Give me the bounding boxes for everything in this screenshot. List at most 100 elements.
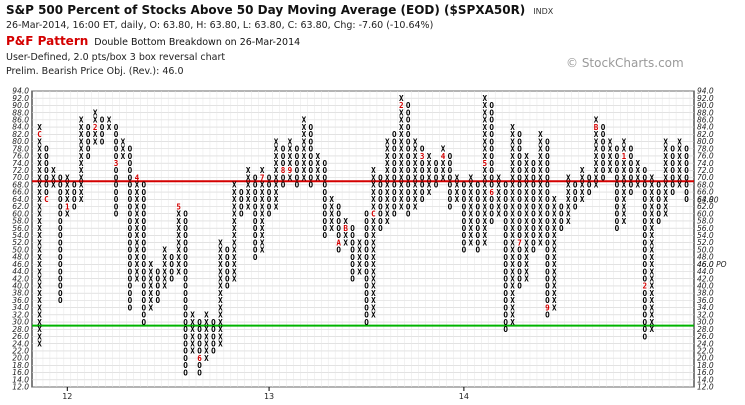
o-mark: O: [44, 152, 49, 161]
x-mark: X: [594, 116, 599, 125]
o-mark: O: [350, 238, 355, 247]
y-tick-label-left: 32.0: [12, 310, 29, 319]
o-mark: O: [211, 339, 216, 348]
x-mark: X: [524, 159, 529, 168]
x-mark: X: [552, 238, 557, 247]
o-mark: O: [336, 246, 341, 255]
x-mark: X: [622, 159, 627, 168]
o-mark: O: [462, 231, 467, 240]
x-mark: X: [677, 173, 682, 182]
x-mark: X: [260, 246, 265, 255]
x-mark: X: [343, 231, 348, 240]
month-marker: B: [594, 123, 599, 132]
o-mark: O: [503, 210, 508, 219]
x-mark: X: [371, 282, 376, 291]
x-mark: X: [385, 145, 390, 154]
o-mark: O: [489, 152, 494, 161]
o-mark: O: [378, 224, 383, 233]
o-mark: O: [253, 173, 258, 182]
o-mark: O: [114, 202, 119, 211]
o-mark: O: [642, 303, 647, 312]
x-mark: X: [260, 166, 265, 175]
o-mark: O: [406, 116, 411, 125]
o-mark: O: [406, 130, 411, 139]
x-mark: X: [594, 166, 599, 175]
o-mark: O: [239, 188, 244, 197]
o-mark: O: [211, 318, 216, 327]
x-mark: X: [608, 159, 613, 168]
x-mark: X: [649, 325, 654, 334]
x-mark: X: [608, 166, 613, 175]
x-mark: X: [524, 267, 529, 276]
o-mark: O: [531, 224, 536, 233]
o-mark: O: [58, 224, 63, 233]
x-mark: X: [663, 145, 668, 154]
x-mark: X: [37, 188, 42, 197]
o-mark: O: [406, 152, 411, 161]
o-mark: O: [309, 130, 314, 139]
o-mark: O: [378, 217, 383, 226]
x-mark: X: [135, 195, 140, 204]
x-mark: X: [552, 267, 557, 276]
o-mark: O: [615, 181, 620, 190]
month-marker: 7: [260, 173, 265, 182]
x-mark: X: [37, 173, 42, 182]
x-mark: X: [274, 137, 279, 146]
o-mark: O: [656, 188, 661, 197]
x-mark: X: [218, 246, 223, 255]
month-marker: 2: [399, 101, 404, 110]
x-mark: X: [538, 188, 543, 197]
o-mark: O: [531, 166, 536, 175]
x-mark: X: [594, 173, 599, 182]
o-mark: O: [545, 311, 550, 320]
o-mark: O: [670, 152, 675, 161]
x-mark: X: [149, 289, 154, 298]
x-mark: X: [510, 195, 515, 204]
x-mark: X: [510, 202, 515, 211]
x-mark: X: [176, 267, 181, 276]
x-mark: X: [260, 195, 265, 204]
o-mark: O: [545, 173, 550, 182]
x-mark: X: [552, 275, 557, 284]
x-mark: X: [162, 253, 167, 262]
x-mark: X: [302, 152, 307, 161]
x-mark: X: [413, 188, 418, 197]
o-mark: O: [642, 181, 647, 190]
o-mark: O: [476, 202, 481, 211]
o-mark: O: [503, 195, 508, 204]
x-mark: X: [469, 188, 474, 197]
o-mark: O: [142, 217, 147, 226]
x-mark: X: [552, 195, 557, 204]
x-mark: X: [51, 166, 56, 175]
o-mark: O: [114, 145, 119, 154]
month-marker: C: [371, 210, 376, 219]
x-mark: X: [524, 260, 529, 269]
o-mark: O: [364, 217, 369, 226]
x-mark: X: [580, 166, 585, 175]
o-mark: O: [476, 195, 481, 204]
o-mark: O: [183, 339, 188, 348]
y-tick-label-left: 18.0: [12, 361, 29, 370]
x-mark: X: [594, 181, 599, 190]
o-mark: O: [642, 275, 647, 284]
x-mark: X: [204, 354, 209, 363]
y-tick-label-right: 92.0: [697, 94, 714, 103]
o-mark: O: [142, 188, 147, 197]
x-mark: X: [538, 137, 543, 146]
o-mark: O: [434, 159, 439, 168]
o-mark: O: [183, 267, 188, 276]
o-mark: O: [169, 260, 174, 269]
x-mark: X: [385, 152, 390, 161]
x-mark: X: [524, 152, 529, 161]
o-mark: O: [142, 181, 147, 190]
o-mark: O: [128, 224, 133, 233]
o-mark: O: [364, 275, 369, 284]
y-tick-label-right: 76.0: [697, 152, 714, 161]
o-mark: O: [392, 159, 397, 168]
o-mark: O: [489, 195, 494, 204]
x-mark: X: [413, 202, 418, 211]
x-mark: X: [538, 173, 543, 182]
x-mark: X: [79, 123, 84, 132]
o-mark: O: [656, 181, 661, 190]
x-mark: X: [371, 296, 376, 305]
